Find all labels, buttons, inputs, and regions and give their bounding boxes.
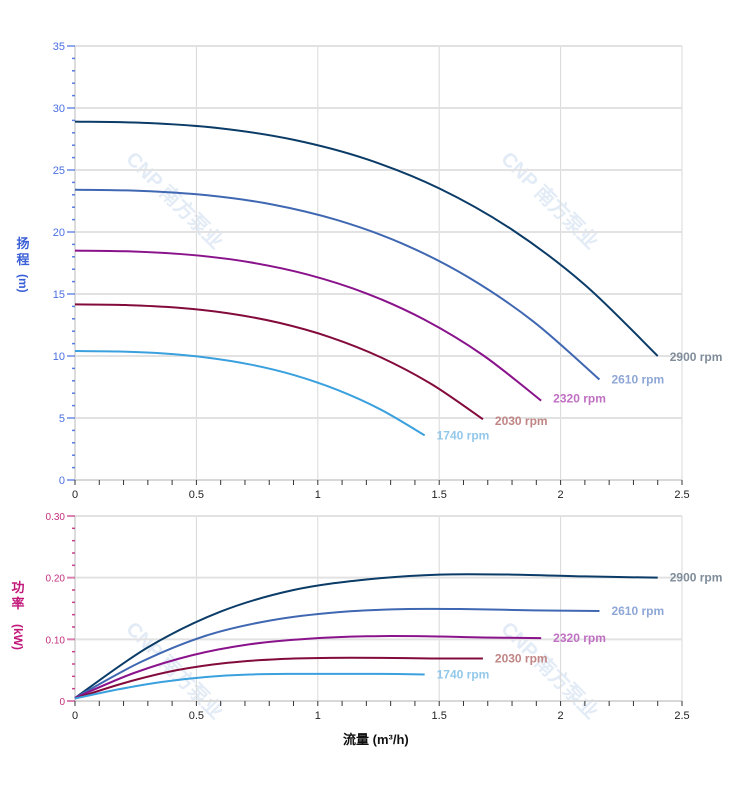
power-label-char-1: 功 — [11, 580, 25, 595]
series-line-1740-rpm — [74, 350, 426, 437]
y-tick-label: 35 — [53, 41, 65, 53]
x-tick-label: 1 — [315, 710, 321, 722]
series-line-2900-rpm — [74, 120, 659, 357]
watermark-logo: CNP 南方泵业 — [496, 147, 603, 254]
x-tick-label: 2 — [558, 489, 564, 501]
y-tick-label: 15 — [53, 289, 65, 301]
y-tick-label: 0.20 — [46, 574, 66, 585]
power-axis-label: 功 率 (kW) — [10, 580, 26, 650]
y-tick-label: 0 — [59, 475, 65, 487]
y-tick-label: 30 — [53, 103, 65, 115]
x-tick-label: 2.5 — [674, 710, 689, 722]
y-tick-label: 10 — [53, 351, 65, 363]
series-label: 2900 rpm — [670, 350, 723, 364]
power-label-char-2: 率 — [11, 596, 25, 611]
x-tick-label: 0 — [72, 489, 78, 501]
x-tick-label: 0.5 — [189, 489, 204, 501]
series-line-2030-rpm — [74, 656, 483, 700]
x-tick-label: 0.5 — [189, 710, 204, 722]
x-tick-label: 1.5 — [432, 489, 447, 501]
series-label: 2610 rpm — [611, 604, 664, 618]
series-line-2320-rpm — [74, 635, 542, 699]
y-tick-label: 0.30 — [46, 512, 66, 523]
y-tick-label: 0.10 — [46, 635, 66, 646]
y-tick-label: 25 — [53, 165, 65, 177]
x-tick-label: 2.5 — [674, 489, 689, 501]
series-label: 2030 rpm — [495, 651, 548, 665]
y-tick-label: 5 — [59, 413, 65, 425]
head-axis-label: 扬 程 (m) — [15, 236, 31, 293]
power-unit: (kW) — [11, 624, 25, 650]
series-label: 2030 rpm — [495, 414, 548, 428]
series-label: 2610 rpm — [611, 373, 664, 387]
flow-axis-label: 流量 (m³/h) — [343, 732, 409, 747]
series-line-2320-rpm — [74, 249, 542, 402]
x-tick-label: 1 — [315, 489, 321, 501]
y-tick-label: 0 — [59, 697, 65, 708]
series-label: 1740 rpm — [437, 667, 490, 681]
x-tick-label: 2 — [558, 710, 564, 722]
series-line-1740-rpm — [74, 672, 425, 700]
series-label: 2320 rpm — [553, 392, 606, 406]
head-unit: (m) — [16, 274, 30, 293]
watermark-logo: CNP 南方泵业 — [121, 147, 228, 254]
series-line-2610-rpm — [74, 188, 601, 381]
series-label: 2320 rpm — [553, 631, 606, 645]
series-line-2610-rpm — [74, 607, 600, 699]
head-chart: CNP 南方泵业 CNP 南方泵业 0 5 10 15 20 25 30 35 0 0.5 1 1.5 2 2… — [53, 41, 723, 501]
x-tick-label: 0 — [72, 710, 78, 722]
head-label-char-1: 扬 — [16, 236, 30, 251]
series-line-2900-rpm — [74, 573, 658, 699]
x-tick-label: 1.5 — [432, 710, 447, 722]
head-label-char-2: 程 — [16, 252, 30, 267]
series-label: 2900 rpm — [670, 571, 723, 585]
series-line-2030-rpm — [74, 303, 484, 421]
y-tick-label: 20 — [53, 227, 65, 239]
series-label: 1740 rpm — [437, 428, 490, 442]
